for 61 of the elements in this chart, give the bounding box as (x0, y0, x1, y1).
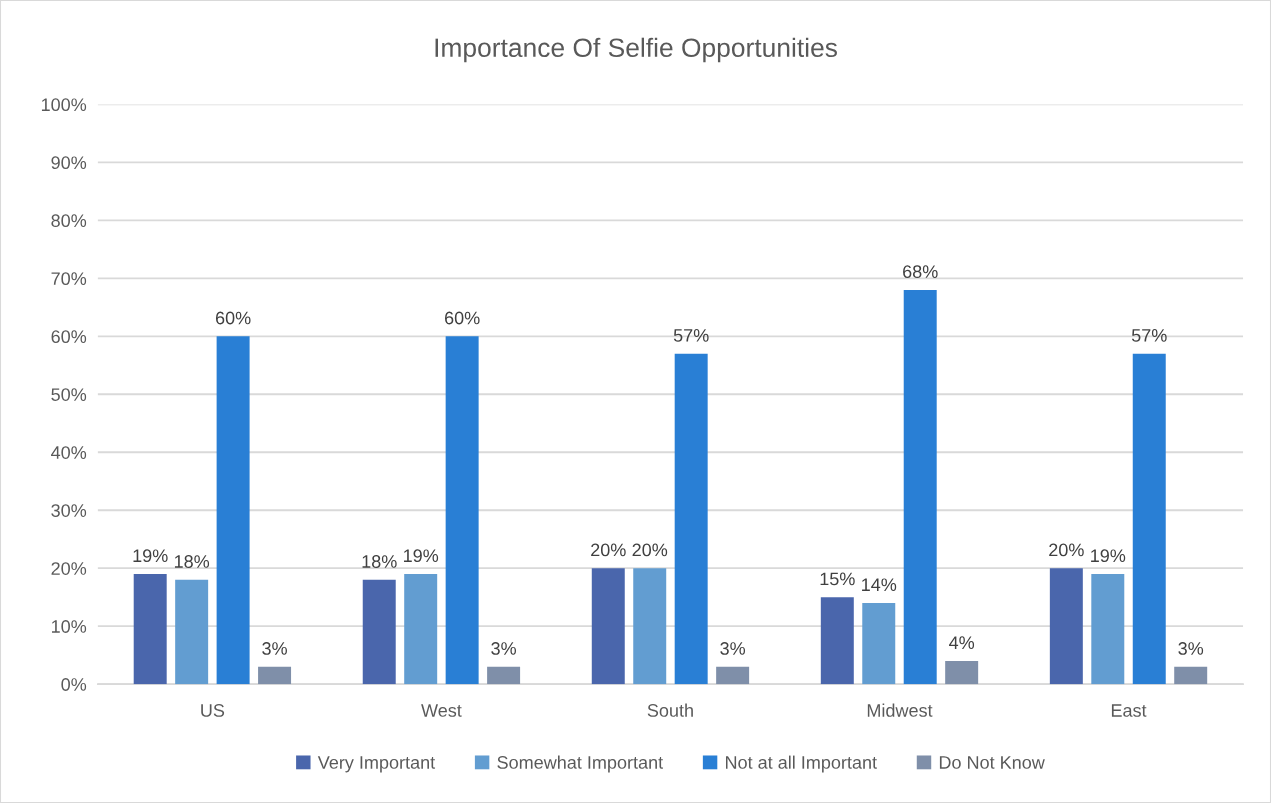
y-tick-label: 30% (51, 504, 87, 517)
bar (674, 353, 708, 685)
data-label: 3% (491, 642, 517, 655)
data-label: 4% (949, 636, 975, 649)
data-label: 18% (362, 555, 397, 568)
data-label: 19% (404, 549, 439, 563)
data-label: 19% (133, 549, 168, 563)
x-tick-label: Midwest (867, 703, 933, 717)
bar (445, 336, 479, 685)
y-tick-label: 0% (61, 678, 87, 691)
bar (903, 289, 937, 685)
bar (716, 666, 750, 685)
y-tick-label: 100% (41, 98, 87, 112)
bar (945, 660, 979, 685)
data-label: 68% (903, 265, 938, 279)
data-label: 3% (262, 642, 287, 655)
data-label: 15% (820, 572, 855, 586)
y-tick-label: 80% (51, 214, 87, 228)
data-label: 20% (591, 543, 626, 557)
data-label: 18% (174, 555, 210, 568)
legend-label: Do Not Know (939, 756, 1045, 769)
y-tick-label: 10% (52, 620, 87, 633)
bar (1049, 568, 1083, 685)
data-label: 20% (1049, 543, 1084, 557)
y-tick-label: 90% (51, 156, 87, 170)
bar (216, 336, 250, 685)
x-tick-label: West (421, 704, 462, 717)
data-label: 3% (1178, 642, 1204, 655)
x-tick-label: US (201, 704, 225, 717)
bar (362, 579, 396, 685)
bar (633, 568, 667, 685)
bar (487, 666, 521, 685)
bar (175, 579, 209, 685)
legend-label: Not at all Important (726, 755, 877, 773)
x-tick-label: East (1111, 704, 1147, 717)
bar (591, 568, 625, 685)
bar (1174, 666, 1208, 685)
chart-title: Importance Of Selfie Opportunities (435, 37, 837, 63)
y-tick-label: 70% (51, 272, 87, 286)
data-label: 14% (862, 578, 897, 592)
data-label: 60% (444, 311, 480, 325)
bar (1132, 353, 1166, 685)
bar (258, 666, 292, 685)
bar (404, 574, 438, 685)
y-tick-label: 40% (51, 446, 87, 459)
legend-label: Very Important (317, 756, 436, 773)
data-label: 60% (215, 311, 251, 325)
bar (1091, 574, 1125, 685)
data-label: 20% (632, 543, 668, 557)
y-tick-label: 20% (51, 562, 87, 575)
y-tick-label: 60% (51, 330, 87, 344)
data-label: 19% (1091, 549, 1126, 563)
bar (133, 574, 167, 685)
y-tick-label: 50% (51, 388, 87, 401)
legend-label: Somewhat Important (497, 755, 664, 773)
data-label: 57% (1131, 329, 1167, 342)
bar (862, 602, 896, 685)
bar (820, 597, 854, 685)
data-label: 3% (720, 642, 746, 655)
x-tick-label: South (647, 703, 693, 717)
data-label: 57% (673, 329, 709, 342)
